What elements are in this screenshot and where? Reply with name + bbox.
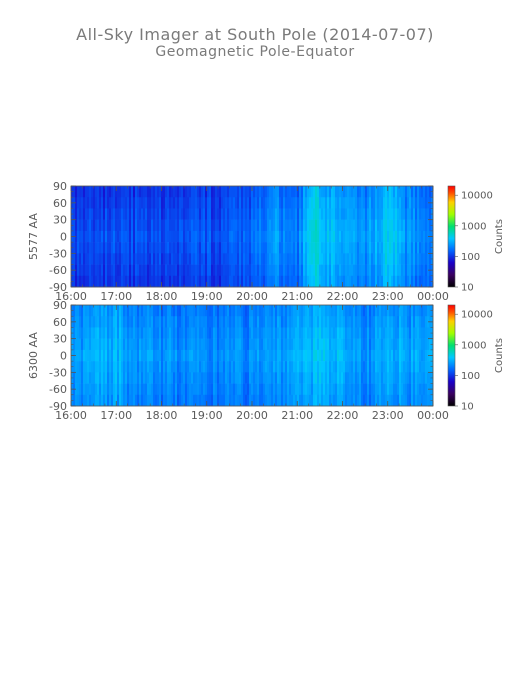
colorbar: 10000 1000 100 10 Counts xyxy=(447,304,505,413)
colorbar-label: Counts xyxy=(494,338,505,373)
y-tick-label: 30 xyxy=(53,214,67,227)
x-tick-label: 20:00 xyxy=(236,409,268,422)
colorbar-tick-label: 100 xyxy=(461,252,480,263)
x-tick-label: 17:00 xyxy=(100,409,132,422)
x-tick-label: 20:00 xyxy=(236,290,268,303)
x-tick-label: 19:00 xyxy=(191,290,223,303)
colorbar-tick-label: 10000 xyxy=(461,310,493,321)
y-tick-label: 60 xyxy=(53,316,67,329)
x-tick-label: 18:00 xyxy=(146,409,178,422)
x-tick-label: 00:00 xyxy=(417,290,449,303)
x-tick-label: 23:00 xyxy=(372,409,404,422)
x-tick-label: 23:00 xyxy=(372,290,404,303)
colorbar-tick-label: 100 xyxy=(461,371,480,382)
y-tick-label: 30 xyxy=(53,333,67,346)
x-tick-label: 00:00 xyxy=(417,409,449,422)
y-tick-label: -60 xyxy=(49,264,67,277)
y-tick-label: 90 xyxy=(53,299,67,312)
y-tick-label: -30 xyxy=(49,247,67,260)
y-tick-label: -90 xyxy=(49,281,67,294)
y-tick-label: -60 xyxy=(49,383,67,396)
colorbar-tick-label: 10 xyxy=(461,402,474,413)
y-axis-label: 5577 AA xyxy=(27,213,40,260)
y-tick-label: 90 xyxy=(53,180,67,193)
x-tick-label: 16:00 xyxy=(55,290,87,303)
colorbar-tick-label: 10000 xyxy=(461,191,493,202)
colorbar-tick-label: 10 xyxy=(461,283,474,294)
page-subtitle: Geomagnetic Pole-Equator xyxy=(155,44,355,60)
x-tick-label: 19:00 xyxy=(191,409,223,422)
y-tick-label: -90 xyxy=(49,400,67,413)
y-tick-label: 60 xyxy=(53,197,67,210)
heatmap-image xyxy=(71,186,434,288)
colorbar-label: Counts xyxy=(494,219,505,254)
x-tick-label: 22:00 xyxy=(327,290,359,303)
x-tick-label: 18:00 xyxy=(146,290,178,303)
page-title: All-Sky Imager at South Pole (2014-07-07… xyxy=(76,25,434,44)
y-tick-label: 0 xyxy=(60,231,67,244)
colorbar-tick-label: 1000 xyxy=(461,340,486,351)
heatmap-image xyxy=(71,305,434,407)
x-tick-label: 21:00 xyxy=(281,409,313,422)
x-tick-label: 22:00 xyxy=(327,409,359,422)
y-tick-label: 0 xyxy=(60,350,67,363)
colorbar-tick-label: 1000 xyxy=(461,221,486,232)
y-tick-label: -30 xyxy=(49,366,67,379)
title-block: All-Sky Imager at South Pole (2014-07-07… xyxy=(0,25,510,61)
x-tick-label: 17:00 xyxy=(100,290,132,303)
colorbar: 10000 1000 100 10 Counts xyxy=(447,185,505,294)
y-axis-label: 6300 AA xyxy=(27,332,40,379)
x-tick-label: 21:00 xyxy=(281,290,313,303)
x-tick-label: 16:00 xyxy=(55,409,87,422)
